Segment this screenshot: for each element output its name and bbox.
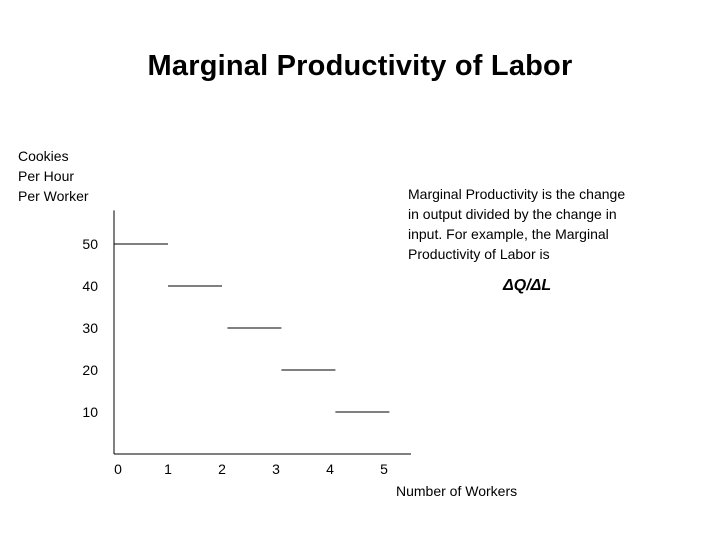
y-tick-label-20: 20 (82, 362, 98, 378)
x-tick-label-3: 3 (272, 461, 280, 477)
x-tick-label-2: 2 (218, 461, 226, 477)
y-axis-label-line-2: Per Hour (18, 168, 75, 184)
y-axis-label-line-3: Per Worker (18, 188, 89, 204)
y-tick-label-10: 10 (82, 404, 98, 420)
x-axis-label: Number of Workers (396, 483, 518, 499)
formula-text: ΔQ/ΔL (503, 277, 552, 294)
chart-title: Marginal Productivity of Labor (147, 50, 573, 82)
annotation-line-1: Marginal Productivity is the change (408, 186, 626, 202)
y-tick-label-30: 30 (82, 320, 98, 336)
x-tick-label-1: 1 (164, 461, 172, 477)
x-tick-label-5: 5 (380, 461, 388, 477)
y-axis-label-line-1: Cookies (18, 148, 69, 164)
y-tick-label-50: 50 (82, 236, 98, 252)
x-tick-label-0: 0 (114, 461, 122, 477)
annotation-line-4: Productivity of Labor is (408, 246, 550, 262)
annotation-line-2: in output divided by the change in (408, 206, 617, 222)
annotation-line-3: input. For example, the Marginal (408, 226, 609, 242)
x-tick-label-4: 4 (326, 461, 334, 477)
y-axis-label: Cookies Per Hour Per Worker (18, 146, 89, 206)
annotation-text: Marginal Productivity is the change in o… (408, 184, 668, 264)
y-tick-label-40: 40 (82, 278, 98, 294)
